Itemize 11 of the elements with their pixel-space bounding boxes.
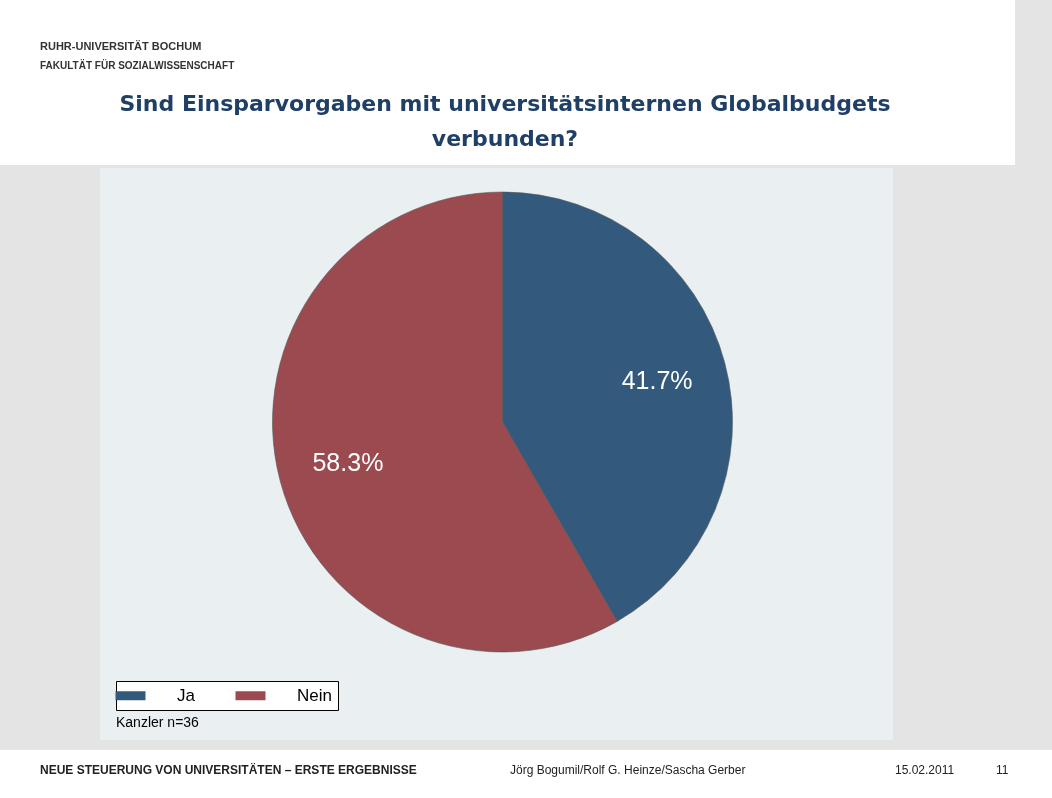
chart-title: Sind Einsparvorgaben mit universitätsinternen Globalbudgets verbunden?: [118, 90, 892, 153]
chart-subtitle: RUHR-UNIVERSITÄT BOCHUM FAKULTÄT FÜR SOZIALWISSENSCHAFT: [40, 39, 235, 73]
text: Jörg Bogumil/Rolf G. Heinze/Sascha Gerber: [510, 763, 746, 777]
legend-label: Nein: [297, 685, 332, 705]
data-label: 58.3%: [312, 448, 384, 477]
data-label: 41.7%: [621, 365, 693, 394]
text: Kanzler n=36: [116, 714, 199, 730]
text: 15.02.2011: [895, 763, 955, 777]
text: 11: [996, 763, 1009, 777]
text: NEUE STEUERUNG VON UNIVERSITÄTEN – ERSTE ERGEBNISSE: [40, 763, 417, 777]
legend-label: Ja: [177, 685, 196, 705]
